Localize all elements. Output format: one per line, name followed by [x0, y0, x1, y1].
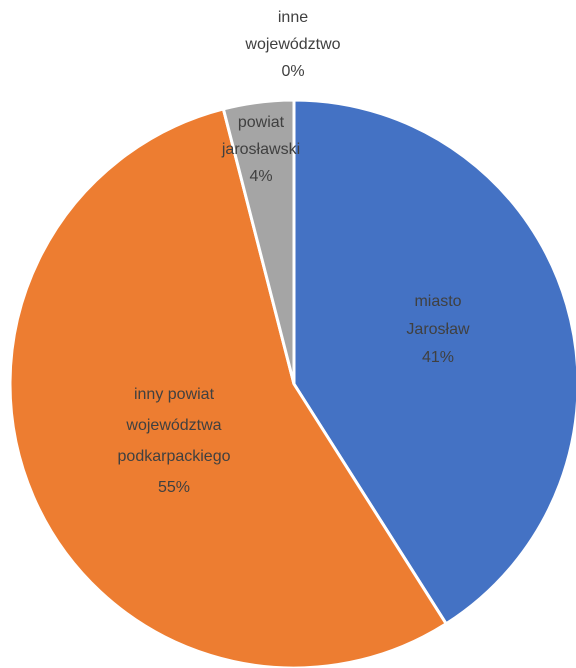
data-label-category: jarosławski	[221, 141, 300, 158]
data-label-category: województwo	[244, 36, 340, 53]
data-label-percent: 41%	[422, 349, 454, 366]
data-label-category: podkarpackiego	[118, 448, 231, 465]
data-label-percent: 4%	[249, 168, 272, 185]
data-label-4: inne województwo 0%	[244, 9, 340, 80]
data-label-1: miasto Jarosław 41%	[406, 293, 470, 366]
data-label-category: powiat	[238, 114, 285, 131]
data-label-percent: 55%	[158, 479, 190, 496]
data-label-category: województwa	[125, 417, 221, 434]
pie-slices	[8, 98, 576, 668]
slice-inny-powiat-województwa-podkarpackiego	[8, 107, 449, 668]
data-label-category: Jarosław	[406, 321, 470, 338]
data-label-category: miasto	[414, 293, 461, 310]
data-label-percent: 0%	[281, 63, 304, 80]
data-label-category: inny powiat	[134, 386, 215, 403]
pie-labels: miasto Jarosław 41% inny powiat województwa p…	[118, 9, 470, 496]
data-label-3: powiat jarosławski 4%	[221, 114, 300, 185]
data-label-2: inny powiat województwa podkarpackiego 55%	[118, 386, 231, 496]
data-label-category: inne	[278, 9, 308, 26]
slice-powiat-jarosławski	[221, 98, 296, 385]
